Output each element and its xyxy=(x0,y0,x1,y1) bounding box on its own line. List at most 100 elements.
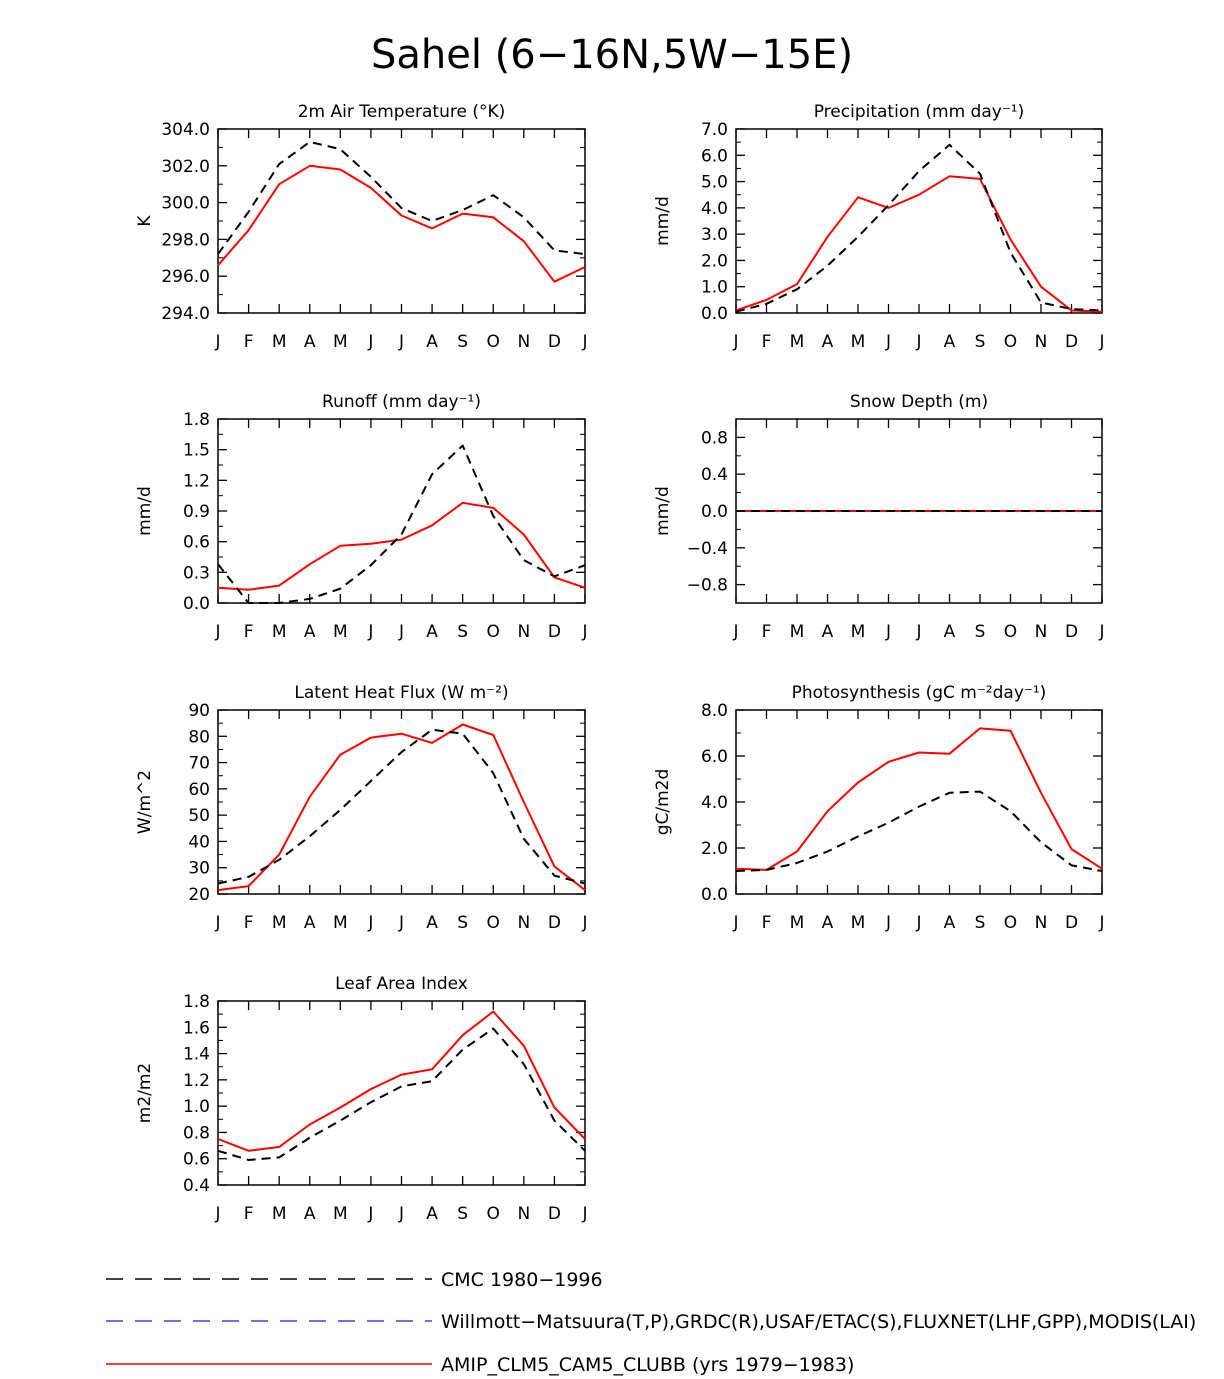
x-tick-label: J xyxy=(1098,913,1104,933)
panel-title: 2m Air Temperature (°K) xyxy=(298,102,506,122)
y-tick-label: 296.0 xyxy=(161,267,210,287)
x-tick-label: N xyxy=(1035,913,1048,933)
series-line-model xyxy=(217,1010,586,1152)
x-tick-label: J xyxy=(732,332,738,352)
y-tick-label: 302.0 xyxy=(161,157,210,177)
y-tick-label: 80 xyxy=(188,727,210,747)
x-tick-label: A xyxy=(304,332,316,352)
x-tick-label: M xyxy=(333,622,348,642)
y-axis-label: mm/d xyxy=(653,486,673,536)
y-tick-label: 5.0 xyxy=(701,173,728,193)
panel-title: Runoff (mm day⁻¹) xyxy=(322,392,481,412)
x-tick-label: J xyxy=(367,622,373,642)
x-tick-label: J xyxy=(885,332,891,352)
x-tick-label: N xyxy=(517,1204,530,1224)
y-tick-label: 1.2 xyxy=(183,1071,210,1091)
y-tick-label: 4.0 xyxy=(701,199,728,219)
panel-6: Photosynthesis (gC m⁻²day⁻¹) gC/m2d 0.0 2.0… xyxy=(653,683,1105,933)
x-tick-label: M xyxy=(272,1204,287,1224)
x-tick-label: N xyxy=(517,332,530,352)
figure-title: Sahel (6−16N,5W−15E) xyxy=(371,32,853,78)
x-tick-label: S xyxy=(975,913,986,933)
panel-1: 2m Air Temperature (°K) K 294.0 296.0 298.0 3… xyxy=(135,102,588,352)
series-line-reference xyxy=(217,1027,586,1161)
series-line-model xyxy=(735,175,1103,313)
plot-frame xyxy=(217,709,586,895)
y-tick-label: 0.9 xyxy=(183,502,210,522)
y-tick-label: 1.8 xyxy=(183,992,210,1012)
x-tick-label: D xyxy=(548,332,561,352)
x-tick-label: A xyxy=(426,913,438,933)
panel-4: Snow Depth (m)mm/d−0.8−0.40.00.40.8J F M A M… xyxy=(653,392,1105,642)
panels: 2m Air Temperature (°K) K 294.0 296.0 298.0 3… xyxy=(135,102,1105,1224)
x-tick-label: A xyxy=(426,1204,438,1224)
panel-title: Snow Depth (m) xyxy=(850,392,988,412)
x-tick-label: J xyxy=(915,332,921,352)
x-tick-label: M xyxy=(790,332,805,352)
x-tick-label: A xyxy=(822,622,834,642)
y-tick-label: 6.0 xyxy=(701,146,728,166)
y-tick-label: 0.3 xyxy=(183,563,210,583)
x-tick-label: J xyxy=(367,913,373,933)
y-tick-label: 7.0 xyxy=(701,120,728,140)
x-tick-label: A xyxy=(822,913,834,933)
y-tick-label: 20 xyxy=(188,885,210,905)
series-line-reference xyxy=(217,444,586,604)
panel-3: Runoff (mm day⁻¹) mm/d 0.0 0.3 0.6 0.9 1.2 1.5 1… xyxy=(135,392,588,642)
x-tick-label: J xyxy=(885,622,891,642)
series-line-model xyxy=(735,727,1103,871)
y-tick-label: 304.0 xyxy=(161,120,210,140)
x-tick-label: M xyxy=(851,622,866,642)
x-tick-label: J xyxy=(732,622,738,642)
x-tick-label: A xyxy=(304,622,316,642)
x-tick-label: A xyxy=(304,1204,316,1224)
y-tick-label: 0.0 xyxy=(701,885,728,905)
x-tick-label: J xyxy=(398,1204,404,1224)
y-tick-label: 1.4 xyxy=(183,1045,210,1065)
x-tick-label: J xyxy=(915,622,921,642)
x-tick-label: J xyxy=(214,332,220,352)
y-tick-label: 50 xyxy=(188,806,210,826)
x-tick-label: M xyxy=(333,913,348,933)
plot-frame xyxy=(217,1000,586,1186)
y-axis-label: W/m^2 xyxy=(135,770,155,834)
y-axis-label: K xyxy=(135,215,155,227)
x-tick-label: J xyxy=(398,622,404,642)
y-tick-label: 2.0 xyxy=(701,251,728,271)
x-tick-label: M xyxy=(790,913,805,933)
x-tick-label: S xyxy=(975,332,986,352)
series-line-reference xyxy=(217,728,586,885)
x-tick-label: J xyxy=(214,913,220,933)
y-tick-label: 6.0 xyxy=(701,747,728,767)
panel-title: Leaf Area Index xyxy=(335,974,468,994)
legend-item: CMC 1980−1996 xyxy=(106,1269,603,1291)
y-tick-label: 0.0 xyxy=(701,304,728,324)
legend-label: Willmott−Matsuura(T,P),GRDC(R),USAF/ETAC… xyxy=(441,1311,1196,1333)
x-tick-label: O xyxy=(1004,332,1017,352)
x-tick-label: D xyxy=(1065,622,1078,642)
x-tick-label: M xyxy=(851,913,866,933)
x-tick-label: A xyxy=(304,913,316,933)
x-tick-label: O xyxy=(487,332,500,352)
y-axis-label: gC/m2d xyxy=(653,769,673,836)
y-tick-label: 4.0 xyxy=(701,793,728,813)
y-tick-label: 60 xyxy=(188,780,210,800)
x-tick-label: F xyxy=(762,913,772,933)
y-tick-label: 0.0 xyxy=(701,502,728,522)
x-tick-label: D xyxy=(1065,332,1078,352)
y-tick-label: −0.8 xyxy=(687,576,728,596)
legend: CMC 1980−1996 Willmott−Matsuura(T,P),GRDC… xyxy=(106,1269,1196,1376)
y-tick-label: 0.8 xyxy=(701,428,728,448)
x-tick-label: J xyxy=(915,913,921,933)
y-tick-label: 1.0 xyxy=(701,278,728,298)
x-tick-label: J xyxy=(1098,332,1104,352)
x-tick-label: M xyxy=(790,622,805,642)
series-line-model xyxy=(217,723,586,892)
x-tick-label: M xyxy=(272,332,287,352)
x-tick-label: J xyxy=(398,913,404,933)
x-tick-label: S xyxy=(457,1204,468,1224)
x-tick-label: J xyxy=(367,1204,373,1224)
x-tick-label: S xyxy=(457,332,468,352)
series-line-reference xyxy=(735,143,1103,313)
series-line-reference xyxy=(217,140,586,256)
